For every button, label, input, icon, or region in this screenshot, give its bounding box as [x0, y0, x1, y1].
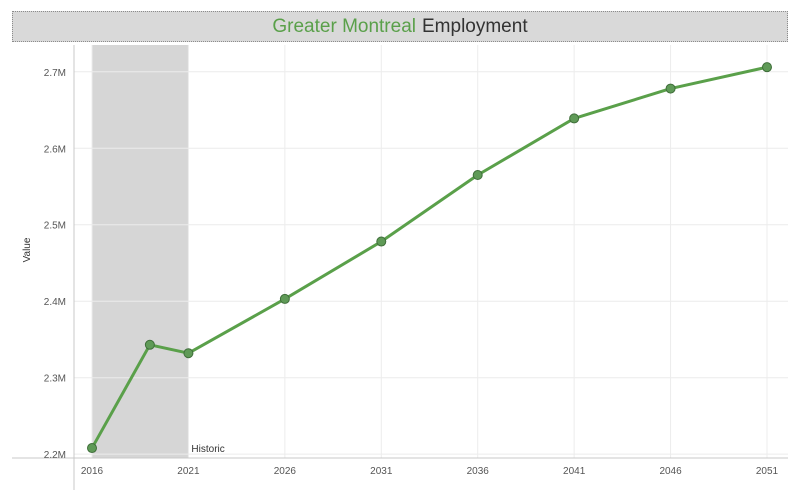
y-tick-label: 2.5M	[44, 221, 66, 232]
data-point	[279, 293, 290, 304]
data-point	[762, 62, 772, 73]
data-point	[665, 83, 676, 94]
x-tick-label: 2046	[659, 466, 682, 477]
x-tick-label: 2026	[274, 466, 297, 477]
x-tick-label: 2041	[563, 466, 586, 477]
data-point	[183, 348, 194, 359]
y-tick-label: 2.6M	[44, 144, 66, 155]
title-accent: Greater Montreal	[272, 15, 416, 37]
x-tick-label: 2021	[177, 466, 200, 477]
historic-label: Historic	[191, 444, 224, 455]
y-tick-label: 2.7M	[44, 68, 66, 79]
x-tick-label: 2016	[81, 466, 104, 477]
data-point	[376, 236, 387, 247]
y-tick-label: 2.3M	[44, 374, 66, 385]
y-tick-label: 2.2M	[44, 450, 66, 461]
data-point	[87, 443, 97, 454]
x-tick-label: 2051	[756, 466, 779, 477]
series-line	[90, 65, 769, 450]
data-point	[472, 170, 483, 181]
chart-title: Greater Montreal Employment	[12, 11, 788, 42]
data-point	[569, 113, 580, 124]
x-tick-label: 2031	[370, 466, 393, 477]
historic-band	[92, 45, 189, 458]
y-tick-label: 2.4M	[44, 297, 66, 308]
data-point	[144, 339, 155, 350]
y-axis-label: Value	[22, 237, 33, 262]
title-rest: Employment	[422, 15, 528, 37]
x-tick-label: 2036	[467, 466, 490, 477]
